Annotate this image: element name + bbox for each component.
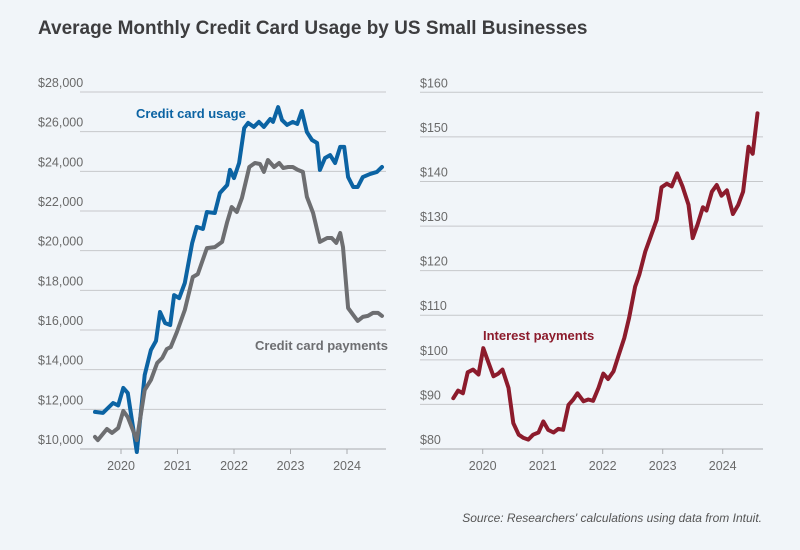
y-tick-label: $18,000 [38, 274, 83, 288]
y-tick-label: $14,000 [38, 354, 83, 368]
x-tick-label: 2024 [709, 459, 737, 473]
chart-panel-2: $80 $90 $100 $110 $120 $130 $140 $150 $160 2020 20… [420, 76, 763, 473]
y-tick-label: $120 [420, 255, 448, 269]
y-tick-label: $10,000 [38, 433, 83, 447]
series-line-credit-card-payments [93, 158, 384, 443]
series-line-interest-payments [451, 111, 760, 442]
series-line-credit-card-usage [93, 105, 384, 454]
x-tick-label: 2021 [529, 459, 557, 473]
x-tick-label: 2023 [277, 459, 305, 473]
y-tick-label: $24,000 [38, 155, 83, 169]
y-tick-label: $110 [420, 299, 447, 313]
chart-title: Average Monthly Credit Card Usage by US … [38, 18, 588, 39]
x-tick-label: 2022 [220, 459, 248, 473]
x-tick-label: 2023 [649, 459, 677, 473]
x-tick-label: 2020 [469, 459, 497, 473]
x-tick-label: 2024 [333, 459, 361, 473]
y-tick-label: $28,000 [38, 76, 83, 90]
x-tick-label: 2022 [589, 459, 617, 473]
y-tick-label: $100 [420, 344, 448, 358]
y-tick-label: $26,000 [38, 116, 83, 130]
y-tick-label: $80 [420, 433, 441, 447]
y-tick-label: $12,000 [38, 393, 83, 407]
series-label: Credit card usage [136, 106, 246, 121]
x-tick-label: 2021 [164, 459, 192, 473]
y-tick-label: $16,000 [38, 314, 83, 328]
y-tick-label: $20,000 [38, 235, 83, 249]
x-tick-label: 2020 [107, 459, 135, 473]
y-tick-label: $160 [420, 76, 448, 90]
y-tick-label: $140 [420, 165, 448, 179]
y-tick-label: $130 [420, 210, 448, 224]
source-note: Source: Researchers' calculations using … [462, 511, 762, 525]
series-label: Credit card payments [255, 338, 388, 353]
y-tick-label: $150 [420, 121, 448, 135]
y-tick-label: $90 [420, 388, 441, 402]
chart-panel-1: $10,000 $12,000 $14,000 $16,000 $18,000 $20,0… [38, 76, 388, 473]
y-tick-label: $22,000 [38, 195, 83, 209]
series-label: Interest payments [483, 328, 594, 343]
